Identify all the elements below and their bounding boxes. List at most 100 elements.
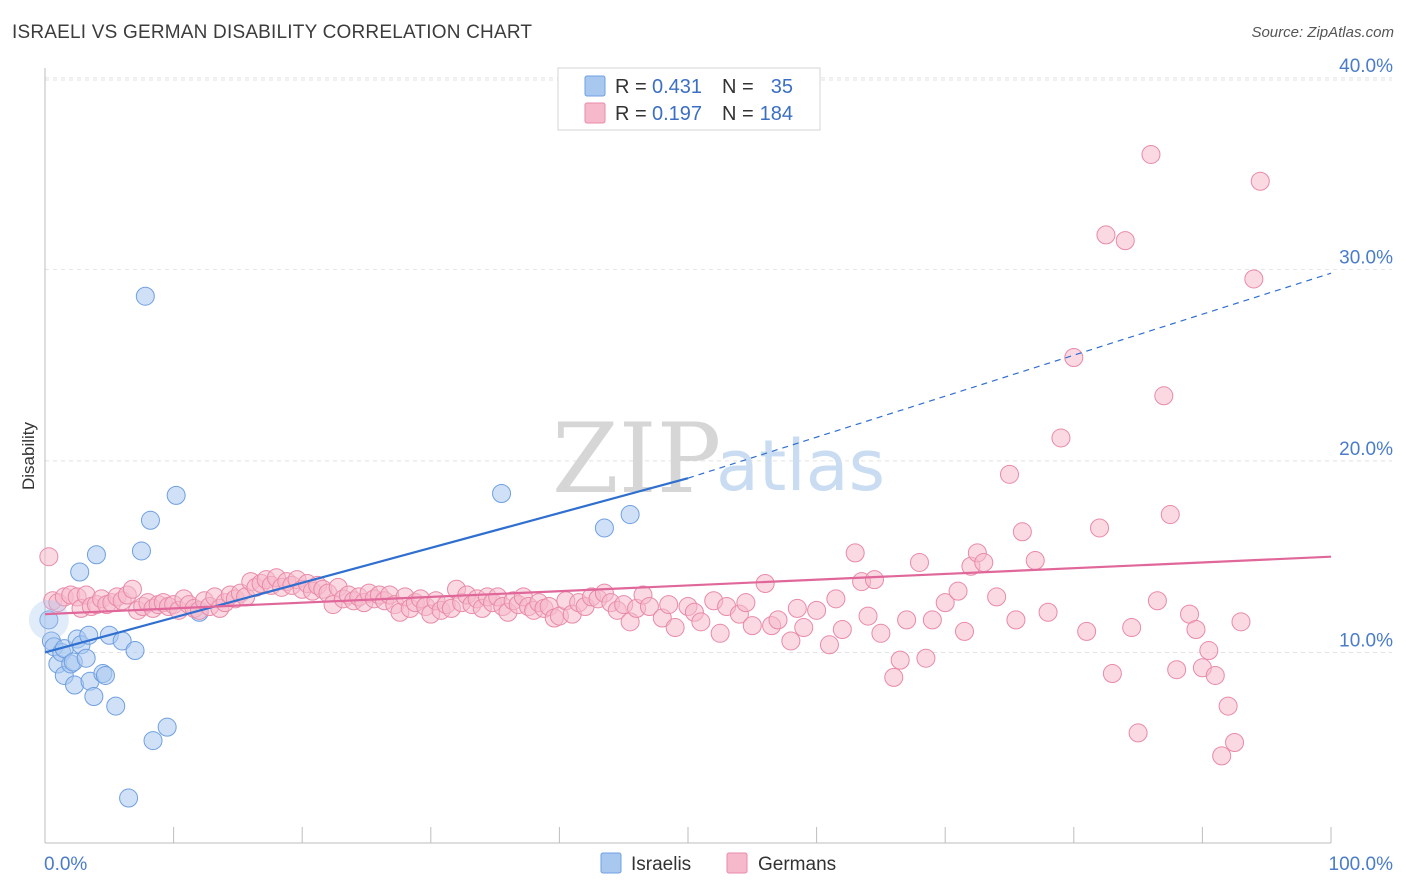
x-tick-label-0: 0.0%	[44, 854, 87, 875]
point-israelis-11	[70, 562, 90, 582]
legend-r-label-1: R =	[615, 76, 647, 98]
data-points	[28, 144, 1270, 808]
point-germans-177	[1225, 732, 1245, 752]
point-israelis-21	[106, 696, 126, 716]
legend-n-label-2: N =	[722, 103, 754, 125]
point-germans-164	[1102, 664, 1122, 684]
watermark-atlas: atlas	[716, 425, 885, 507]
point-germans-178	[1231, 612, 1251, 632]
point-germans-152	[974, 552, 994, 572]
point-germans-176	[1218, 696, 1238, 716]
point-germans-153	[987, 587, 1007, 607]
y-axis-label: Disability	[19, 421, 38, 490]
point-germans-183	[1147, 591, 1167, 611]
point-israelis-24	[125, 641, 145, 661]
point-israelis-34	[620, 505, 640, 525]
point-germans-182	[1122, 618, 1142, 638]
point-germans-144	[909, 552, 929, 572]
point-germans-124	[736, 593, 756, 613]
point-israelis-32	[492, 483, 512, 503]
point-germans-162	[1090, 518, 1110, 538]
point-germans-174	[1205, 665, 1225, 685]
watermark: ZIP atlas	[552, 403, 885, 515]
point-germans-132	[807, 600, 827, 620]
point-germans-143	[897, 610, 917, 630]
legend-r-value-1: 0.431	[652, 76, 702, 98]
point-germans-145	[916, 648, 936, 668]
point-israelis-25	[131, 541, 151, 561]
point-germans-179	[1244, 269, 1264, 289]
y-tick-label-20: 20.0%	[1339, 439, 1393, 460]
point-germans-115	[659, 595, 679, 615]
point-germans-156	[1012, 522, 1032, 542]
point-israelis-29	[157, 717, 177, 737]
series-swatch-israelis	[600, 852, 622, 874]
source-label: Source: ZipAtlas.com	[1251, 24, 1394, 41]
point-germans-161	[1077, 621, 1097, 641]
point-germans-172	[1186, 619, 1206, 639]
point-israelis-13	[76, 648, 96, 668]
point-israelis-30	[166, 485, 186, 505]
legend-n-label-1: N =	[722, 76, 754, 98]
point-germans-129	[781, 631, 801, 651]
point-germans-157	[1025, 551, 1045, 571]
point-germans-163	[1096, 225, 1116, 245]
point-germans-175	[1212, 746, 1232, 766]
point-germans-167	[1141, 144, 1161, 164]
point-germans-158	[1038, 602, 1058, 622]
point-germans-168	[1154, 386, 1174, 406]
point-israelis-27	[140, 510, 160, 530]
point-germans-170	[1167, 660, 1187, 680]
point-germans-159	[1051, 428, 1071, 448]
point-germans-160	[1064, 347, 1084, 367]
point-israelis-19	[95, 665, 115, 685]
trend-line-germans	[44, 555, 1332, 616]
x-tick-label-100: 100.0%	[1329, 854, 1394, 875]
point-israelis-cluster	[28, 599, 69, 640]
trend-extension-israelis	[687, 272, 1332, 479]
series-legend: Israelis Germans	[600, 852, 836, 875]
point-germans-116	[665, 618, 685, 638]
point-israelis-26	[135, 286, 155, 306]
trend-line-israelis	[44, 477, 689, 654]
point-germans-113	[639, 596, 659, 616]
point-germans-149	[954, 621, 974, 641]
trend-lines	[44, 272, 1332, 654]
series-label-israelis: Israelis	[631, 854, 691, 875]
point-germans-180	[1250, 171, 1270, 191]
y-tick-label-40: 40.0%	[1339, 56, 1393, 77]
point-germans-130	[787, 598, 807, 618]
grid-lines	[45, 77, 1392, 653]
point-germans-147	[935, 593, 955, 613]
point-germans-138	[858, 606, 878, 626]
point-germans-181	[1199, 641, 1219, 661]
point-germans-133	[819, 635, 839, 655]
point-germans-139	[864, 570, 884, 590]
legend-swatch-germans	[584, 102, 606, 124]
point-germans-131	[794, 618, 814, 638]
point-israelis-33	[594, 518, 614, 538]
watermark-zip: ZIP	[552, 403, 721, 515]
legend-r-value-2: 0.197	[652, 103, 702, 125]
series-swatch-germans	[726, 852, 748, 874]
point-israelis-17	[86, 545, 106, 565]
point-germans-148	[948, 581, 968, 601]
point-germans-136	[845, 543, 865, 563]
legend-n-value-2: 184	[760, 103, 793, 125]
legend-r-label-2: R =	[615, 103, 647, 125]
point-germans-119	[691, 612, 711, 632]
point-germans-0	[39, 547, 59, 567]
point-germans-126	[755, 574, 775, 594]
legend-swatch-israelis	[584, 75, 606, 97]
point-israelis-23	[119, 788, 139, 808]
point-germans-165	[1115, 231, 1135, 251]
point-germans-166	[1128, 723, 1148, 743]
correlation-legend: R = 0.431 N = 35 R = 0.197 N = 184	[557, 67, 821, 131]
legend-n-value-1: 35	[771, 76, 793, 98]
point-germans-125	[742, 616, 762, 636]
point-israelis-16	[84, 687, 104, 707]
point-germans-128	[768, 610, 788, 630]
point-germans-121	[710, 623, 730, 643]
series-label-germans: Germans	[758, 854, 836, 875]
point-germans-154	[1000, 464, 1019, 484]
